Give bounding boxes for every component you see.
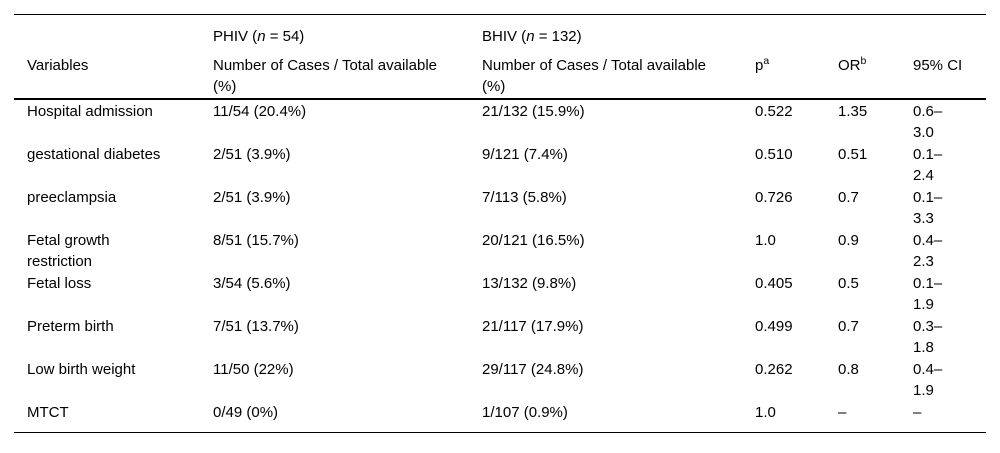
cell-bhiv-value: 21/117 (17.9%) [482, 317, 584, 335]
cell-bhiv-value: 1/107 (0.9%) [482, 400, 755, 433]
outcomes-comparison-table: PHIV (n = 54) BHIV (n = 132) Variables N… [14, 14, 986, 433]
cell-bhiv-value: 20/121 (16.5%) [482, 231, 585, 249]
empty-header-cell [913, 15, 986, 55]
cell-p-value: 0.499 [755, 317, 793, 335]
table-row: Fetal loss 3/54 (5.6%) 13/132 (9.8%) 0.4… [14, 272, 986, 315]
cell-p-value: 0.522 [755, 102, 793, 120]
or-footnote-marker: b [860, 54, 867, 67]
or-base: OR [838, 56, 861, 74]
cell-phiv-value: 3/54 (5.6%) [213, 274, 291, 292]
empty-header-cell [838, 15, 913, 55]
cell-phiv-value: 11/54 (20.4%) [213, 102, 307, 120]
cell-p-value: 1.0 [755, 231, 776, 249]
table-header: PHIV (n = 54) BHIV (n = 132) Variables N… [14, 15, 986, 100]
cell-p-value: 0.262 [755, 360, 793, 378]
cell-phiv-value: 0/49 (0%) [213, 400, 482, 433]
cell-phiv-value: 2/51 (3.9%) [213, 145, 291, 163]
cell-ci-value: 0.4– 1.9 [913, 360, 943, 399]
cell-or-value: 0.51 [838, 145, 868, 163]
cell-p-value: 0.726 [755, 188, 793, 206]
bhiv-group-n: n [526, 28, 535, 45]
cell-bhiv-value: 9/121 (7.4%) [482, 145, 568, 163]
cell-ci-value: – [913, 400, 986, 433]
cell-ci-value: 0.6– 3.0 [913, 102, 943, 141]
cell-ci-value: 0.1– 2.4 [913, 145, 943, 184]
cell-variable: Fetal loss [27, 274, 92, 292]
cell-variable: preeclampsia [27, 188, 117, 206]
table-row: MTCT 0/49 (0%) 1/107 (0.9%) 1.0 – – [14, 400, 986, 433]
phiv-subheader: Number of Cases / Total available (%) [213, 54, 482, 100]
table-row: Fetal growth restriction 8/51 (15.7%) 20… [14, 229, 986, 272]
cell-phiv-value: 11/50 (22%) [213, 360, 294, 378]
group-header-row: PHIV (n = 54) BHIV (n = 132) [14, 15, 986, 55]
ci-column-header: 95% CI [913, 54, 986, 100]
cell-p-value: 0.510 [755, 145, 793, 163]
cell-p-value: 1.0 [755, 400, 838, 433]
table-row: Hospital admission 11/54 (20.4%) 21/132 … [14, 99, 986, 143]
cell-variable: Low birth weight [27, 360, 136, 378]
cell-bhiv-value: 13/132 (9.8%) [482, 274, 577, 292]
phiv-group-suffix: = 54) [265, 28, 305, 45]
phiv-group-prefix: PHIV ( [213, 28, 258, 45]
variables-column-header: Variables [14, 54, 213, 100]
cell-ci-value: 0.1– 3.3 [913, 188, 943, 227]
cell-phiv-value: 8/51 (15.7%) [213, 231, 299, 249]
cell-bhiv-value: 21/132 (15.9%) [482, 102, 585, 120]
cell-or-value: 0.9 [838, 231, 859, 249]
cell-or-value: 0.5 [838, 274, 859, 292]
phiv-group-header: PHIV (n = 54) [213, 15, 482, 55]
table-row: preeclampsia 2/51 (3.9%) 7/113 (5.8%) 0.… [14, 186, 986, 229]
outcomes-table-container: PHIV (n = 54) BHIV (n = 132) Variables N… [14, 14, 986, 433]
cell-variable: Preterm birth [27, 317, 114, 335]
cell-phiv-value: 7/51 (13.7%) [213, 317, 299, 335]
column-header-row: Variables Number of Cases / Total availa… [14, 54, 986, 100]
bhiv-subheader: Number of Cases / Total available (%) [482, 54, 755, 100]
p-value-column-header: pa [755, 54, 838, 100]
cell-bhiv-value: 29/117 (24.8%) [482, 360, 584, 378]
empty-header-cell [755, 15, 838, 55]
cell-or-value: 0.7 [838, 317, 859, 335]
cell-bhiv-value: 7/113 (5.8%) [482, 188, 567, 206]
bhiv-group-prefix: BHIV ( [482, 28, 527, 45]
table-row: Low birth weight 11/50 (22%) 29/117 (24.… [14, 358, 986, 401]
cell-or-value: – [838, 400, 913, 433]
cell-variable: MTCT [14, 400, 213, 433]
cell-or-value: 0.8 [838, 360, 859, 378]
cell-or-value: 0.7 [838, 188, 859, 206]
bhiv-group-header: BHIV (n = 132) [482, 15, 755, 55]
cell-variable: Hospital admission [27, 102, 153, 120]
or-column-header: ORb [838, 54, 913, 100]
cell-ci-value: 0.1– 1.9 [913, 274, 943, 313]
cell-or-value: 1.35 [838, 102, 868, 120]
bhiv-group-suffix: = 132) [534, 28, 582, 45]
cell-p-value: 0.405 [755, 274, 793, 292]
table-body: Hospital admission 11/54 (20.4%) 21/132 … [14, 99, 986, 433]
cell-ci-value: 0.3– 1.8 [913, 317, 943, 356]
cell-variable: Fetal growth restriction [27, 231, 110, 270]
empty-header-cell [14, 15, 213, 55]
cell-variable: gestational diabetes [27, 145, 161, 163]
table-row: Preterm birth 7/51 (13.7%) 21/117 (17.9%… [14, 315, 986, 358]
cell-ci-value: 0.4– 2.3 [913, 231, 943, 270]
p-base: p [755, 56, 764, 74]
cell-phiv-value: 2/51 (3.9%) [213, 188, 291, 206]
p-footnote-marker: a [763, 54, 770, 67]
table-row: gestational diabetes 2/51 (3.9%) 9/121 (… [14, 143, 986, 186]
phiv-group-n: n [257, 28, 266, 45]
